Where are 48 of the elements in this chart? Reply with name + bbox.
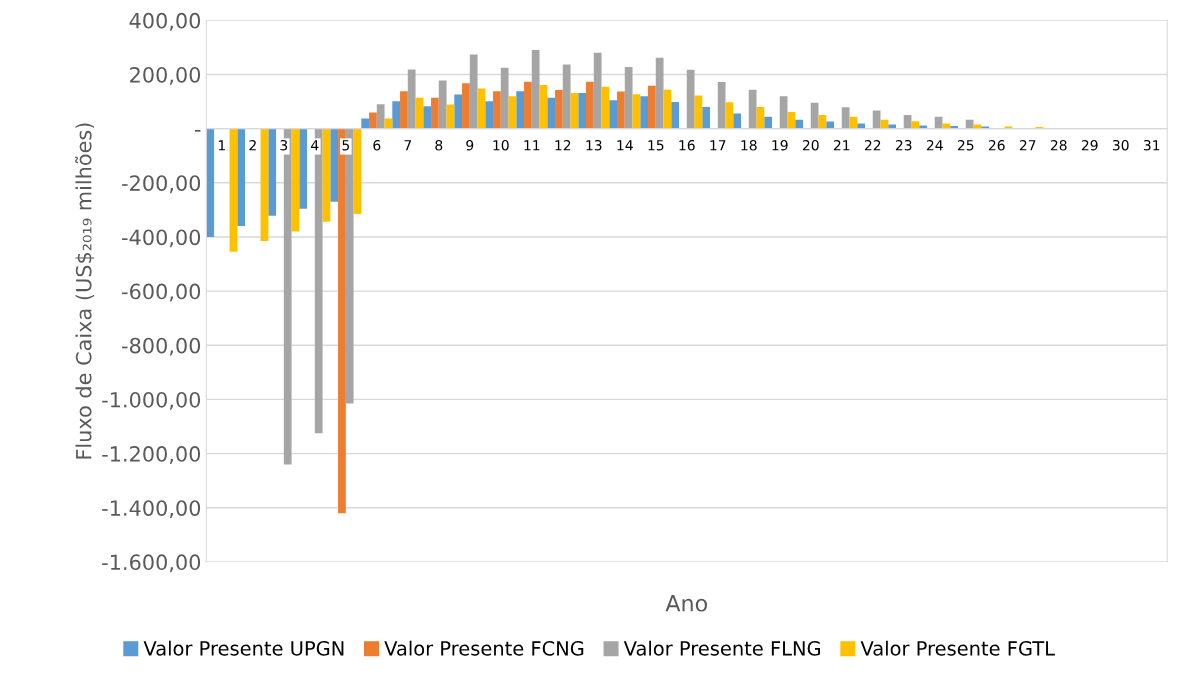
x-tick-label: 31 <box>1143 139 1160 151</box>
x-axis-title: Ano <box>665 595 707 612</box>
y-tick-label: -600,00 <box>122 283 201 302</box>
x-tick-label: 13 <box>586 139 602 151</box>
y-tick-label: -400,00 <box>122 229 201 248</box>
y-axis-title: Fluxo de Caixa (US$₂₀₁₉ milhões) <box>75 123 95 459</box>
legend-label: Valor Presente UPGN <box>143 640 344 656</box>
legend-label: Valor Presente FGTL <box>860 640 1055 656</box>
x-tick-label: 19 <box>772 139 788 151</box>
y-tick-label: -1.200,00 <box>102 446 201 464</box>
y-tick-label: -1.600,00 <box>102 554 201 573</box>
x-tick-label: 14 <box>617 140 633 151</box>
x-tick-label: 2 <box>249 139 256 151</box>
x-tick-label: 20 <box>802 139 819 151</box>
x-tick-label: 26 <box>988 139 1005 151</box>
x-tick-label: 7 <box>404 140 412 151</box>
x-tick-label: 28 <box>1050 139 1067 151</box>
x-tick-label: 10 <box>493 139 509 151</box>
x-tick-label: 24 <box>926 139 943 151</box>
x-tick-label: 4 <box>311 140 319 151</box>
x-tick-label: 1 <box>218 140 225 151</box>
x-tick-label: 15 <box>648 140 664 151</box>
x-tick-label: 11 <box>524 140 540 151</box>
x-tick-label: 18 <box>741 139 757 151</box>
legend-label: Valor Presente FLNG <box>623 640 820 656</box>
x-tick-label: 3 <box>280 139 288 151</box>
x-tick-label: 30 <box>1112 139 1129 151</box>
y-tick-label: -1.000,00 <box>102 391 201 410</box>
legend-label: Valor Presente FCNG <box>384 640 584 656</box>
y-tick-label: -800,00 <box>122 337 201 356</box>
x-tick-label: 23 <box>895 139 912 151</box>
x-tick-label: 17 <box>710 140 726 151</box>
y-tick-label: -1.400,00 <box>102 500 201 519</box>
y-tick-label: -200,00 <box>122 175 201 194</box>
y-tick-label: 200,00 <box>130 66 201 85</box>
x-tick-label: 16 <box>679 139 695 151</box>
x-tick-label: 29 <box>1081 139 1098 151</box>
x-tick-label: 25 <box>957 139 974 151</box>
x-tick-label: 27 <box>1019 139 1036 151</box>
x-tick-label: 8 <box>435 139 443 151</box>
y-tick-label: - <box>194 130 201 132</box>
y-tick-label: 400,00 <box>129 12 201 31</box>
x-tick-label: 22 <box>864 139 881 151</box>
x-tick-label: 21 <box>833 139 850 151</box>
x-tick-label: 5 <box>342 140 350 151</box>
x-tick-label: 12 <box>555 139 571 151</box>
x-tick-label: 9 <box>466 139 474 151</box>
x-tick-label: 6 <box>373 139 381 151</box>
